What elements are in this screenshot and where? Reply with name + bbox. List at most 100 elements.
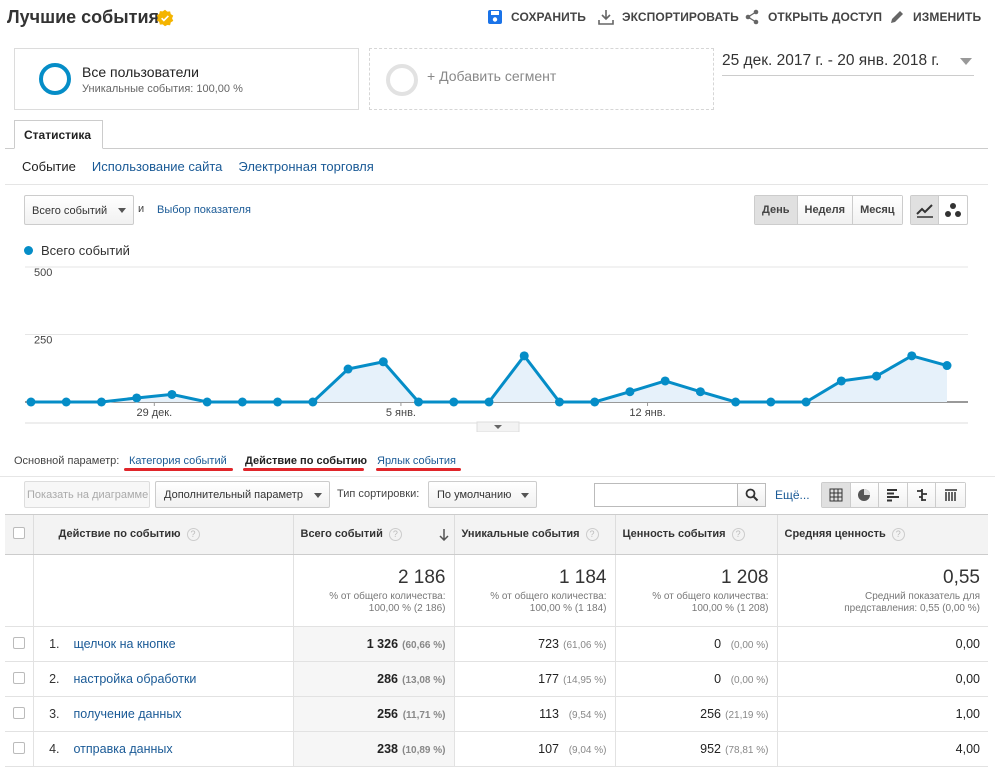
- row-total: 286: [377, 672, 399, 686]
- segment-all-users[interactable]: Все пользователи Уникальные события: 100…: [14, 48, 359, 110]
- row-unique: 723: [538, 637, 560, 651]
- col-label: Действие по событию: [58, 528, 181, 540]
- row-total: 238: [377, 742, 399, 756]
- primary-dimension-label: Основной параметр:: [14, 455, 120, 467]
- edit-label: ИЗМЕНИТЬ: [913, 10, 982, 24]
- pivot-icon: [944, 489, 957, 501]
- row-value-cell: 0 (0,00 %): [614, 626, 777, 662]
- help-icon[interactable]: ?: [731, 528, 745, 541]
- select-all-checkbox[interactable]: [12, 527, 25, 539]
- export-button[interactable]: ЭКСПОРТИРОВАТЬ: [598, 9, 739, 25]
- subtab-event[interactable]: Событие: [22, 159, 76, 174]
- share-button[interactable]: ОТКРЫТЬ ДОСТУП: [744, 9, 882, 25]
- subtab-site-usage[interactable]: Использование сайта: [91, 159, 223, 174]
- row-checkbox[interactable]: [12, 671, 25, 684]
- plot-rows-button[interactable]: Показать на диаграмме: [24, 481, 150, 508]
- col-event-value[interactable]: Ценность события?: [614, 514, 777, 555]
- comparison-icon: [916, 489, 927, 501]
- row-checkbox[interactable]: [12, 741, 25, 754]
- view-pivot-button[interactable]: [936, 483, 966, 507]
- save-label: СОХРАНИТЬ: [511, 10, 587, 24]
- row-unique: 107: [538, 742, 560, 756]
- advanced-filter-link[interactable]: Ещё...: [775, 488, 810, 502]
- sort-desc-arrow-icon[interactable]: [438, 529, 449, 541]
- avg-value-total: 0,55 Средний показатель для представлени…: [776, 554, 988, 627]
- col-total-events[interactable]: Всего событий?: [292, 514, 454, 555]
- granularity-week-button[interactable]: Неделя: [797, 196, 854, 224]
- row-name-link[interactable]: щелчок на кнопке: [73, 637, 176, 651]
- subtab-divider: [5, 184, 988, 185]
- row-unique-cell: 107 (9,04 %): [453, 731, 615, 767]
- view-comparison-button[interactable]: [907, 483, 937, 507]
- line-chart-button[interactable]: [911, 196, 939, 224]
- save-button[interactable]: СОХРАНИТЬ: [487, 9, 586, 25]
- row-unique-pct: (9,04 %): [568, 745, 607, 756]
- metric-select[interactable]: Всего событий: [24, 195, 134, 225]
- table-search-input[interactable]: [594, 483, 738, 507]
- row-avg-cell: 1,00: [776, 696, 988, 732]
- verified-badge-icon: [156, 9, 174, 27]
- row-unique-pct: (9,54 %): [568, 710, 607, 721]
- segment-placeholder-ring-icon: [386, 64, 418, 96]
- row-value-cell: 256 (21,19 %): [614, 696, 777, 732]
- bar-list-icon: [887, 489, 900, 502]
- row-total: 1 326: [366, 637, 399, 651]
- table-row: 1. щелчок на кнопке 1 326 (60,66 %) 723 (…: [5, 626, 988, 662]
- data-point: [96, 397, 106, 407]
- red-underline: [124, 468, 233, 471]
- row-name-cell: 2. настройка обработки: [33, 661, 293, 697]
- events-line-chart: 250 500 29 дек. 5 янв. 12 янв.: [25, 266, 968, 432]
- row-rank: 1.: [49, 637, 60, 651]
- help-icon[interactable]: ?: [388, 528, 402, 541]
- col-avg-value[interactable]: Средняя ценность?: [776, 514, 988, 555]
- help-icon[interactable]: ?: [585, 528, 599, 541]
- help-icon[interactable]: ?: [891, 528, 905, 541]
- dimension-event-category[interactable]: Категория событий: [129, 455, 227, 467]
- granularity-month-button[interactable]: Месяц: [853, 196, 902, 224]
- x-tick-label: 12 янв.: [629, 407, 665, 419]
- col-event-action[interactable]: Действие по событию?: [32, 514, 293, 555]
- tab-statistics[interactable]: Статистика: [14, 120, 103, 149]
- motion-chart-button[interactable]: [939, 196, 967, 224]
- edit-button[interactable]: ИЗМЕНИТЬ: [889, 9, 981, 25]
- row-rank: 2.: [49, 672, 60, 686]
- dimension-event-label[interactable]: Ярлык события: [377, 455, 456, 467]
- granularity-day-button[interactable]: День: [755, 196, 798, 224]
- select-metric-link[interactable]: Выбор показателя: [157, 204, 251, 216]
- row-avg-cell: 0,00: [776, 626, 988, 662]
- data-point: [449, 397, 459, 407]
- data-point: [61, 397, 71, 407]
- row-total: 256: [377, 707, 399, 721]
- and-label: и: [138, 203, 145, 215]
- secondary-dimension-select[interactable]: Дополнительный параметр: [155, 481, 330, 508]
- row-name-link[interactable]: настройка обработки: [73, 672, 197, 686]
- data-point: [26, 397, 36, 407]
- table-toolbar: [0, 476, 995, 516]
- view-performance-button[interactable]: [879, 483, 908, 507]
- row-avg-cell: 0,00: [776, 661, 988, 697]
- total-sub: 100,00 % (1 208): [691, 603, 769, 614]
- row-checkbox[interactable]: [12, 636, 25, 649]
- add-segment-button[interactable]: + Добавить сегмент: [369, 48, 714, 110]
- row-name-link[interactable]: отправка данных: [73, 742, 173, 756]
- red-underline: [243, 468, 364, 471]
- data-point: [484, 397, 494, 407]
- row-checkbox[interactable]: [12, 706, 25, 719]
- date-range-picker[interactable]: 25 дек. 2017 г. - 20 янв. 2018 г.: [722, 52, 974, 76]
- data-point: [660, 376, 670, 386]
- row-value: 256: [700, 707, 722, 721]
- bubble-chart-icon: [945, 203, 961, 217]
- unique-events-total: 1 184 % от общего количества: 100,00 % (…: [453, 554, 615, 627]
- subtab-ecommerce[interactable]: Электронная торговля: [238, 159, 374, 174]
- search-button[interactable]: [737, 483, 766, 507]
- help-icon[interactable]: ?: [186, 528, 200, 541]
- col-label: Средняя ценность: [784, 528, 886, 540]
- row-name-link[interactable]: получение данных: [73, 707, 182, 721]
- dimension-event-action[interactable]: Действие по событию: [245, 455, 368, 467]
- view-pie-button[interactable]: [850, 483, 880, 507]
- col-unique-events[interactable]: Уникальные события?: [453, 514, 615, 555]
- view-data-button[interactable]: [822, 483, 851, 507]
- sort-type-select[interactable]: По умолчанию: [428, 481, 537, 508]
- row-value-cell: 0 (0,00 %): [614, 661, 777, 697]
- data-point: [872, 371, 882, 381]
